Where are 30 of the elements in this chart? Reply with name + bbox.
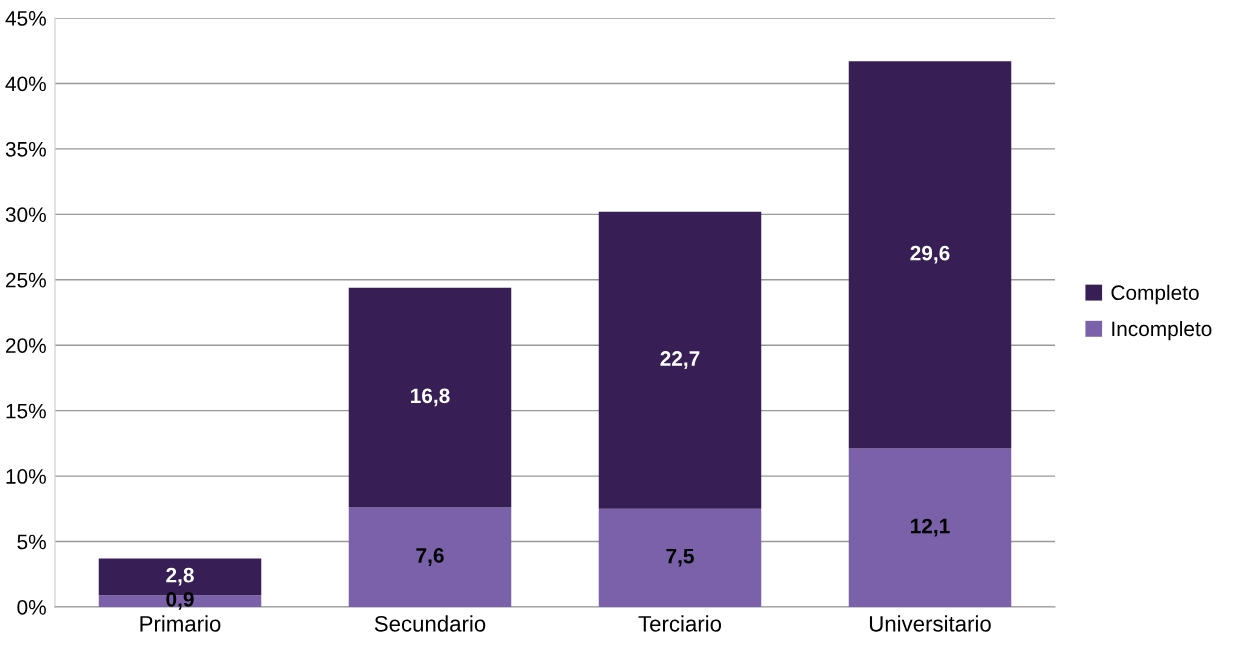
legend-label: Incompleto: [1112, 320, 1212, 341]
y-tick-label: 35%: [5, 141, 46, 157]
data-label: 7,5: [666, 548, 694, 567]
y-tick-label: 20%: [6, 338, 46, 353]
x-tick-label: Universitario: [869, 615, 991, 632]
y-tick-label: 45%: [5, 11, 46, 26]
y-tick-label: 0%: [17, 600, 46, 615]
bar: [348, 287, 512, 508]
y-tick-label: 40%: [5, 76, 46, 92]
data-label: 16,8: [411, 388, 450, 407]
data-label: 7,6: [416, 548, 444, 566]
data-label: 12,1: [911, 518, 950, 537]
bar: [848, 448, 1012, 607]
y-tick-label: 5%: [17, 534, 46, 550]
bar: [848, 61, 1012, 449]
data-label: 0,9: [166, 591, 194, 610]
legend-label: Completo: [1111, 284, 1199, 305]
bar: [348, 507, 512, 607]
data-label: 2,8: [166, 567, 194, 586]
bar: [598, 211, 762, 509]
data-label: 29,6: [910, 245, 950, 264]
bar: [598, 508, 762, 607]
x-tick-label: Primario: [140, 615, 221, 632]
y-tick-label: 10%: [6, 469, 46, 484]
y-tick-label: 25%: [6, 272, 46, 288]
data-label: 22,7: [660, 351, 700, 369]
x-tick-label: Terciario: [638, 615, 722, 632]
x-tick-label: Secundario: [374, 615, 486, 632]
y-tick-label: 15%: [6, 403, 46, 419]
y-tick-label: 30%: [5, 207, 46, 223]
